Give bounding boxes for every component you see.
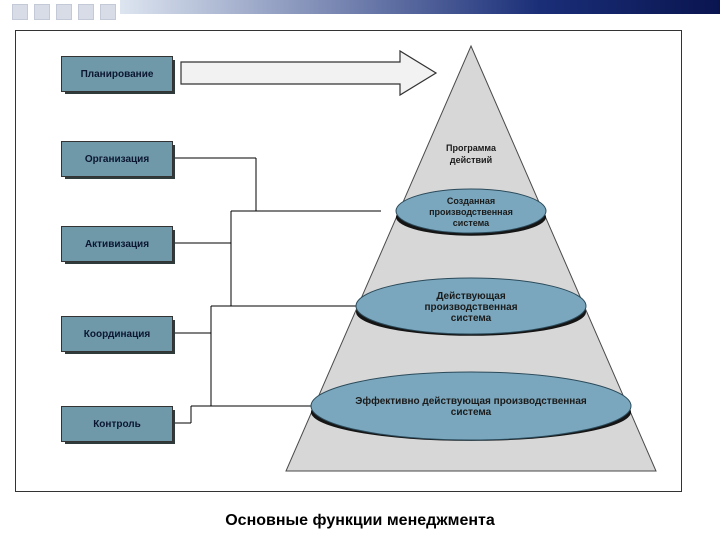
box-face: Координация xyxy=(61,316,173,352)
pyramid-top-label: действий xyxy=(450,155,492,165)
caption: Основные функции менеджмента xyxy=(0,512,720,530)
box-face: Контроль xyxy=(61,406,173,442)
box-face: Активизация xyxy=(61,226,173,262)
pyramid-band-label: Созданная xyxy=(447,196,495,206)
function-box: Координация xyxy=(61,316,171,350)
box-face: Планирование xyxy=(61,56,173,92)
box-label: Контроль xyxy=(93,419,141,430)
decor-square-icon xyxy=(56,4,72,20)
pyramid-band-label: Действующая xyxy=(436,291,506,302)
pyramid-band-label: производственная xyxy=(424,302,517,313)
function-box: Планирование xyxy=(61,56,171,90)
pyramid-band-label: производственная xyxy=(429,207,513,217)
pyramid-band-label: система xyxy=(453,218,490,228)
pyramid-top-label: Программа xyxy=(446,143,497,153)
decor-square-icon xyxy=(34,4,50,20)
decor-square-icon xyxy=(78,4,94,20)
big-arrow-icon xyxy=(181,51,436,95)
box-face: Организация xyxy=(61,141,173,177)
box-label: Организация xyxy=(85,154,149,165)
pyramid-band-label: Эффективно действующая производственная xyxy=(355,395,587,407)
slide-root: ПрограммадействийСозданнаяпроизводственн… xyxy=(0,0,720,540)
decor-gradient-bar xyxy=(120,0,720,14)
box-label: Координация xyxy=(84,329,150,340)
box-label: Активизация xyxy=(85,239,149,250)
decor-square-icon xyxy=(100,4,116,20)
function-box: Организация xyxy=(61,141,171,175)
pyramid-band-label: система xyxy=(451,407,492,418)
decor-square-icon xyxy=(12,4,28,20)
function-box: Контроль xyxy=(61,406,171,440)
diagram-frame: ПрограммадействийСозданнаяпроизводственн… xyxy=(15,30,682,492)
box-label: Планирование xyxy=(81,69,154,80)
top-decor-bar xyxy=(0,0,720,22)
pyramid-band-label: система xyxy=(451,313,492,324)
function-box: Активизация xyxy=(61,226,171,260)
